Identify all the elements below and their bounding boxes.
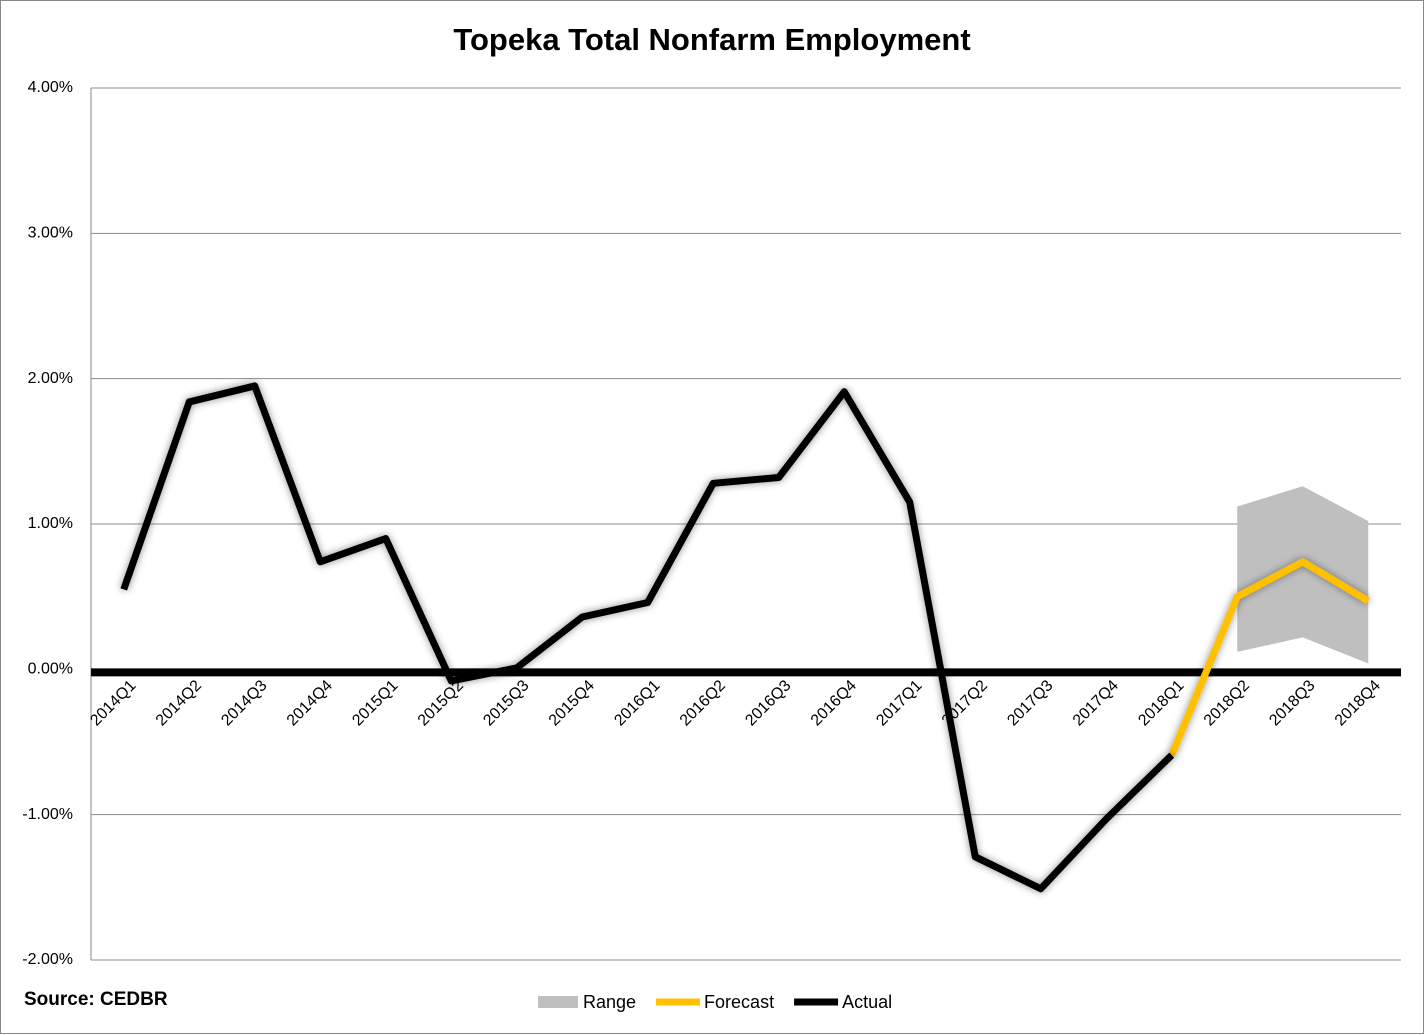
y-tick-label: 2.00% xyxy=(28,370,73,387)
y-tick-label: 0.00% xyxy=(28,661,73,678)
y-tick-label: -1.00% xyxy=(22,806,73,823)
chart-title: Topeka Total Nonfarm Employment xyxy=(453,22,970,57)
legend-label: Forecast xyxy=(704,992,774,1012)
legend-swatch xyxy=(538,996,578,1008)
y-tick-label: 4.00% xyxy=(28,79,73,96)
range-band xyxy=(1237,486,1369,664)
legend-label: Range xyxy=(583,992,636,1012)
y-tick-label: 1.00% xyxy=(28,515,73,532)
y-tick-label: -2.00% xyxy=(22,951,73,968)
y-tick-label: 3.00% xyxy=(28,225,73,242)
source-note: Source: CEDBR xyxy=(24,989,168,1010)
series-line xyxy=(1168,558,1371,757)
series-line xyxy=(120,382,1175,893)
legend-label: Actual xyxy=(842,992,892,1012)
